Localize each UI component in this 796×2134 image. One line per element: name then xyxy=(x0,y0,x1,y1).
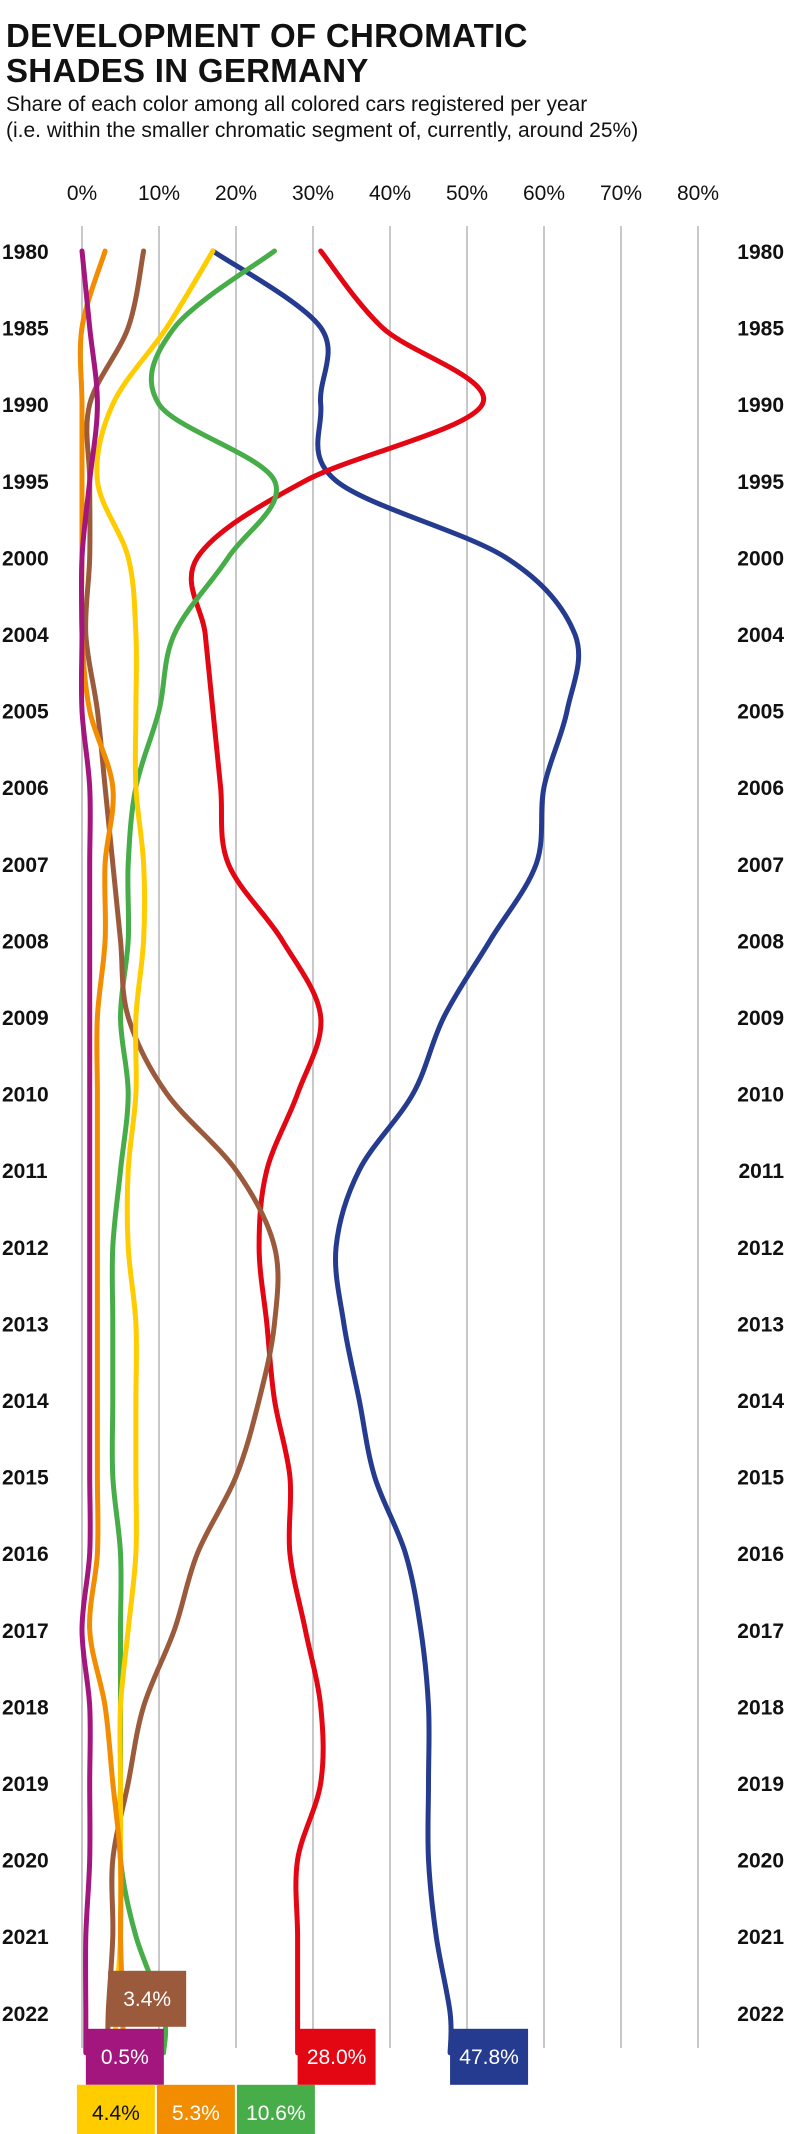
year-label-right: 2016 xyxy=(737,1543,784,1566)
series-line-4 xyxy=(94,248,216,2056)
year-label-right: 2012 xyxy=(737,1237,784,1260)
x-tick-label: 80% xyxy=(677,182,719,205)
final-value-flag xyxy=(450,2028,529,2085)
year-label-left: 2016 xyxy=(2,1543,49,1566)
year-label-right: 2008 xyxy=(737,930,784,953)
year-label-left: 1980 xyxy=(2,241,49,264)
year-label-right: 2022 xyxy=(737,2003,784,2026)
chart-title-line-2: SHADES IN GERMANY xyxy=(6,52,369,89)
chart-subtitle: Share of each color among all colored ca… xyxy=(6,92,638,144)
year-label-left: 2004 xyxy=(2,624,49,647)
year-label-left: 1995 xyxy=(2,471,49,494)
year-label-right: 1980 xyxy=(737,241,784,264)
final-value-flag xyxy=(76,2084,155,2134)
year-label-right: 2017 xyxy=(737,1620,784,1643)
year-label-left: 2005 xyxy=(2,701,49,724)
series-line-6 xyxy=(78,248,100,2056)
final-value-label: 3.4% xyxy=(123,1988,171,2011)
final-value-label: 10.6% xyxy=(246,2102,306,2125)
year-label-right: 1985 xyxy=(737,318,784,341)
year-label-left: 2012 xyxy=(2,1237,49,1260)
year-label-right: 2009 xyxy=(737,1007,784,1030)
x-tick-label: 40% xyxy=(369,182,411,205)
year-label-right: 2005 xyxy=(737,701,784,724)
year-label-left: 2021 xyxy=(2,1926,49,1949)
year-label-left: 2000 xyxy=(2,547,49,570)
year-label-right: 1995 xyxy=(737,471,784,494)
year-label-right: 2014 xyxy=(737,1390,784,1413)
final-value-flag xyxy=(297,2028,376,2085)
chart-subtitle-line-1: Share of each color among all colored ca… xyxy=(6,93,588,116)
year-label-right: 2000 xyxy=(737,547,784,570)
year-label-right: 2013 xyxy=(737,1313,784,1336)
chart-subtitle-line-2: (i.e. within the smaller chromatic segme… xyxy=(6,119,639,142)
year-label-right: 2018 xyxy=(737,1696,784,1719)
final-value-label: 47.8% xyxy=(459,2046,519,2069)
series-line-3 xyxy=(83,248,281,2056)
final-value-flag xyxy=(236,2084,315,2134)
year-label-left: 2018 xyxy=(2,1696,49,1719)
year-label-left: 1990 xyxy=(2,394,49,417)
year-label-right: 2006 xyxy=(737,777,784,800)
year-label-right: 2021 xyxy=(737,1926,784,1949)
x-tick-label: 50% xyxy=(446,182,488,205)
final-value-flag xyxy=(108,1970,187,2027)
series-line-1 xyxy=(188,248,487,2056)
year-label-right: 2019 xyxy=(737,1773,784,1796)
year-label-left: 2020 xyxy=(2,1850,49,1873)
final-value-label: 28.0% xyxy=(307,2046,367,2069)
year-label-left: 2010 xyxy=(2,1084,49,1107)
x-tick-label: 70% xyxy=(600,182,642,205)
final-value-label: 5.3% xyxy=(172,2102,220,2125)
x-tick-label: 60% xyxy=(523,182,565,205)
year-label-left: 2011 xyxy=(2,1160,48,1183)
year-label-right: 2011 xyxy=(738,1160,784,1183)
year-label-right: 2020 xyxy=(737,1850,784,1873)
year-label-left: 2014 xyxy=(2,1390,49,1413)
year-label-left: 2013 xyxy=(2,1313,49,1336)
year-label-left: 1985 xyxy=(2,318,49,341)
x-tick-label: 20% xyxy=(215,182,257,205)
year-label-right: 1990 xyxy=(737,394,784,417)
year-label-right: 2015 xyxy=(737,1467,784,1490)
year-label-right: 2010 xyxy=(737,1084,784,1107)
year-label-left: 2006 xyxy=(2,777,49,800)
chart-title: DEVELOPMENT OF CHROMATIC SHADES IN GERMA… xyxy=(6,18,528,88)
year-label-left: 2019 xyxy=(2,1773,49,1796)
x-tick-label: 10% xyxy=(138,182,180,205)
x-tick-label: 30% xyxy=(292,182,334,205)
final-value-label: 0.5% xyxy=(101,2046,149,2069)
year-label-left: 2022 xyxy=(2,2003,49,2026)
year-label-left: 2008 xyxy=(2,930,49,953)
chart-title-line-1: DEVELOPMENT OF CHROMATIC xyxy=(6,17,528,54)
x-tick-label: 0% xyxy=(67,182,97,205)
year-label-left: 2009 xyxy=(2,1007,49,1030)
final-value-flag xyxy=(85,2028,164,2085)
final-value-label: 4.4% xyxy=(92,2102,140,2125)
year-label-left: 2017 xyxy=(2,1620,49,1643)
series-line-2 xyxy=(109,248,279,2056)
year-label-right: 2004 xyxy=(737,624,784,647)
year-label-left: 2007 xyxy=(2,854,49,877)
series-line-0 xyxy=(210,248,582,2056)
year-label-left: 2015 xyxy=(2,1467,49,1490)
year-label-right: 2007 xyxy=(737,854,784,877)
final-value-flag xyxy=(156,2084,235,2134)
